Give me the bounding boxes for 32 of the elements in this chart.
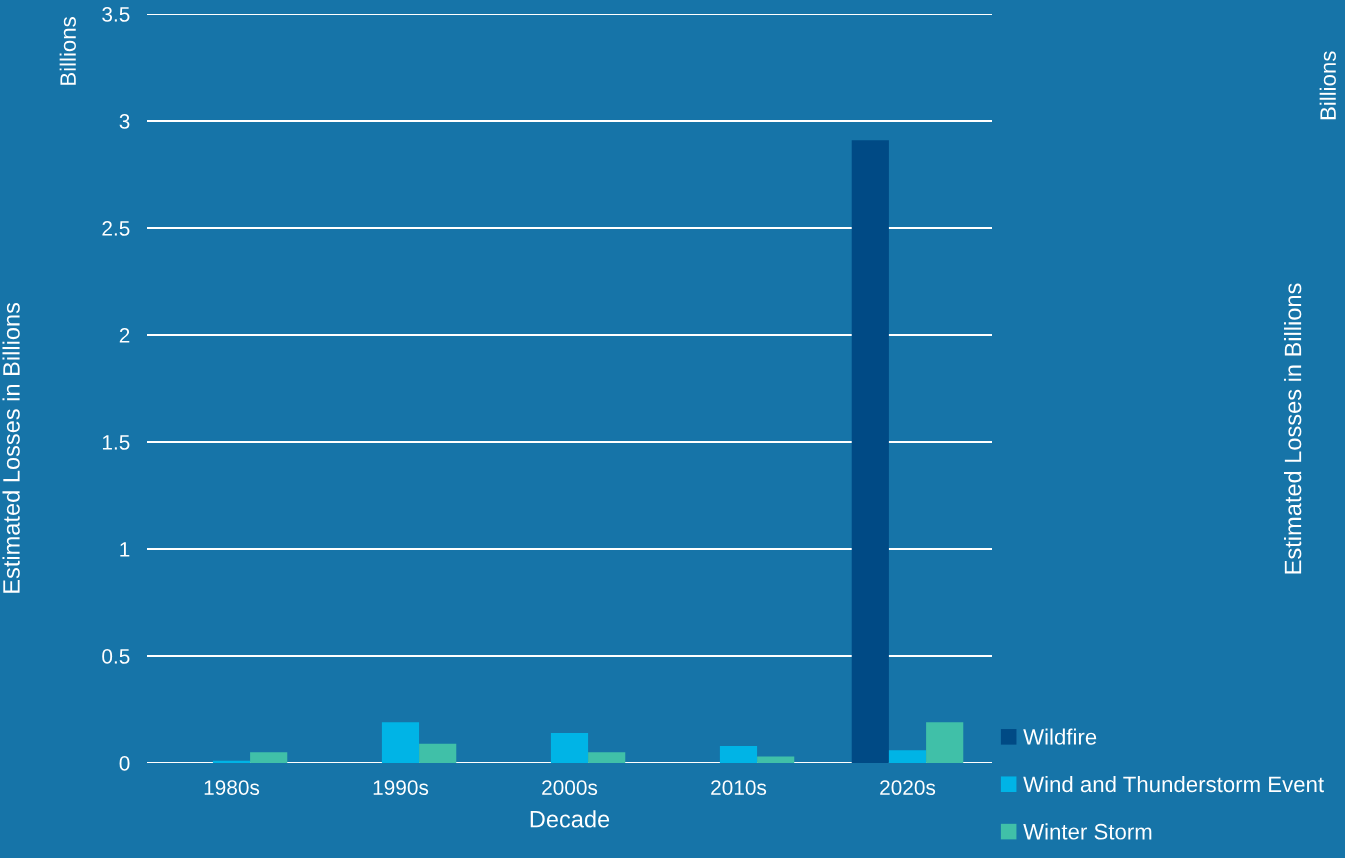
- bar: [888, 750, 927, 763]
- legend-label: Wind and Thunderstorm Event: [1023, 775, 1324, 793]
- bar: [250, 752, 288, 763]
- bar: [212, 760, 251, 763]
- y-axis-title: Estimated Losses in Billions: [2, 302, 20, 593]
- bar: [550, 733, 589, 763]
- bar: [926, 722, 964, 763]
- text: Billions: [1319, 51, 1336, 120]
- y-tick-label: 1.5: [102, 435, 130, 450]
- y-tick-label: 1: [120, 542, 130, 557]
- y-tick-label: 0.5: [102, 649, 130, 664]
- bar: [719, 745, 758, 763]
- x-tick-label: 1980s: [204, 780, 260, 795]
- bar: [757, 756, 795, 763]
- bar: [381, 722, 420, 763]
- y-tick-label: 3: [119, 114, 130, 129]
- text: Billions: [59, 17, 76, 85]
- text: Estimated Losses in Billions: [1283, 283, 1302, 574]
- y-tick-label: 2.5: [102, 221, 130, 236]
- legend-label: Winter Storm: [1023, 823, 1152, 840]
- y-tick-label: 2: [119, 328, 130, 343]
- x-axis-title: Decade: [530, 810, 610, 828]
- x-tick-label: 1990s: [373, 780, 429, 795]
- bar: [588, 752, 626, 763]
- y-tick-label: 0: [119, 756, 130, 771]
- legend-label: Wildfire: [1023, 728, 1097, 745]
- bar: [851, 140, 889, 763]
- x-tick-label: 2010s: [711, 780, 767, 795]
- y-tick-label: 3.5: [102, 7, 130, 22]
- bar: [419, 743, 457, 763]
- x-tick-label: 2000s: [542, 780, 598, 795]
- x-tick-label: 2020s: [880, 780, 936, 795]
